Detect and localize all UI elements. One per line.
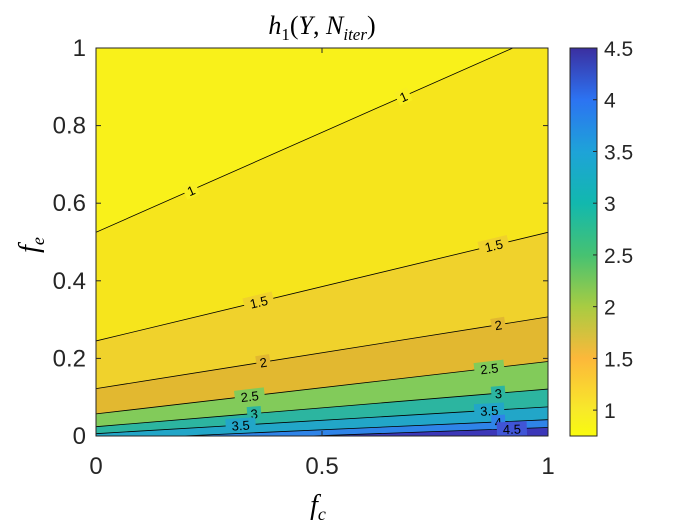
x-tick-label: 0.5 (305, 453, 338, 480)
contour-line-2 (96, 316, 548, 390)
contour-label-text: 3 (494, 386, 502, 402)
contour-fill-bands (96, 48, 548, 436)
colorbar-tick-label: 1 (604, 400, 616, 423)
contour-label-text: 2.5 (240, 388, 260, 405)
colorbar-tick-label: 2.5 (604, 245, 633, 268)
contour-band-3 (96, 389, 548, 434)
contour-band-2.5 (96, 361, 548, 427)
contour-label-text: 2 (259, 355, 268, 371)
contour-label-text: 3 (250, 406, 258, 422)
colorbar-tick-label: 3 (604, 193, 616, 216)
y-tick-label: 1 (73, 35, 86, 62)
contour-label-3-0: 3 (246, 405, 262, 422)
contour-label-1.5-0: 1.5 (242, 291, 275, 313)
contour-label-4.5-0: 4.5 (496, 421, 528, 437)
contour-label-text: 2.5 (479, 360, 499, 377)
contour-label-1-1: 1 (394, 87, 413, 106)
y-tick-label: 0 (73, 423, 86, 450)
contour-label-text: 4.5 (503, 421, 522, 437)
contour-line-3 (96, 388, 548, 428)
contour-label-text: 1.5 (248, 293, 269, 312)
x-axis-ticks: 0 0.5 1 (89, 48, 555, 480)
contour-line-2.5 (96, 361, 548, 415)
x-tick-label: 1 (541, 453, 554, 480)
colorbar-tick-label: 2 (604, 297, 616, 320)
contour-band-2 (96, 316, 548, 414)
contour-lines (96, 48, 548, 436)
contour-label-3.5-0: 3.5 (225, 417, 257, 434)
colorbar-tick-label: 4 (604, 90, 616, 113)
y-tick-label: 0.8 (53, 113, 86, 140)
y-axis-label: fe (14, 237, 48, 253)
contour-label-1.5-1: 1.5 (477, 235, 510, 256)
y-axis-ticks: 0 0.2 0.4 0.6 0.8 1 (53, 35, 548, 450)
contour-line-1 (96, 48, 514, 233)
contour-label-2-0: 2 (255, 354, 272, 371)
x-axis-label: fc (310, 490, 326, 524)
contour-label-3-1: 3 (490, 385, 506, 402)
colorbar-ticks: 1 1.5 2 2.5 3 3.5 4 4.5 (593, 38, 633, 423)
colorbar-tick-label: 3.5 (604, 141, 633, 164)
contour-label-text: 1.5 (483, 236, 504, 255)
contour-label-text: 2 (494, 317, 503, 333)
contour-label-1-0: 1 (181, 181, 201, 200)
colorbar-tick-label: 1.5 (604, 348, 633, 371)
contour-label-2-1: 2 (490, 316, 507, 333)
contour-line-4 (173, 419, 548, 436)
x-tick-label: 0 (89, 453, 102, 480)
contour-label-3.5-1: 3.5 (473, 402, 505, 419)
contour-label-text: 3.5 (231, 418, 250, 434)
colorbar (569, 47, 598, 437)
contour-label-text: 3.5 (480, 403, 499, 419)
contour-label-2.5-1: 2.5 (473, 359, 505, 377)
y-tick-label: 0.2 (53, 345, 86, 372)
contour-band-1.5 (96, 232, 548, 389)
contour-line-1.5 (96, 231, 548, 342)
y-tick-label: 0.6 (53, 190, 86, 217)
contour-band-3.5 (96, 406, 548, 436)
contour-label-2.5-0: 2.5 (233, 387, 266, 405)
colorbar-tick-label: 4.5 (604, 38, 633, 61)
y-tick-label: 0.4 (53, 268, 86, 295)
contour-band-1 (96, 48, 548, 341)
chart-title: h1(Y, Niter) (268, 11, 375, 44)
contour-line-3.5 (96, 406, 548, 435)
